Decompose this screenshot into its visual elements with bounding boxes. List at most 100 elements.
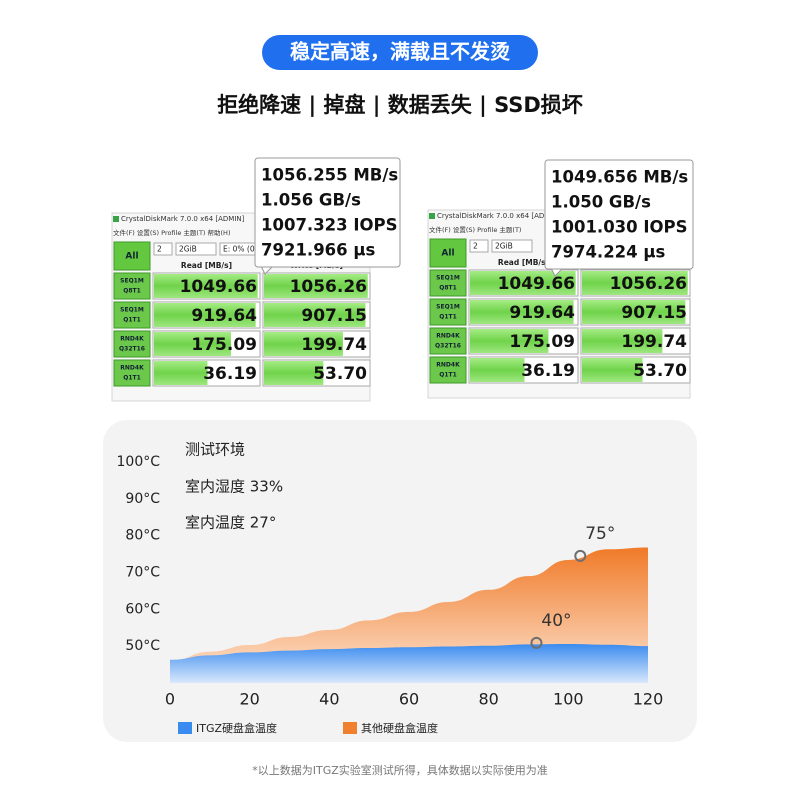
row-label: Q8T1	[123, 288, 141, 295]
row-label: RND4K	[120, 365, 144, 372]
annotation-label: 40°	[541, 611, 571, 631]
cell-value: 53.70	[633, 361, 687, 381]
row-label-bg	[113, 330, 151, 358]
cell-value: 199.74	[621, 332, 687, 352]
cell-bar	[582, 358, 643, 382]
cell-bar	[154, 274, 258, 298]
row-label: Q1T1	[439, 314, 457, 321]
control-value: 2GiB	[179, 245, 197, 254]
cell-value: 907.15	[621, 303, 687, 323]
cell-value: 36.19	[521, 361, 575, 381]
cell-bar	[154, 303, 256, 327]
window-title: CrystalDiskMark 7.0.0 x64 [ADMIN]	[121, 215, 245, 223]
footnote: *以上数据为ITGZ实验室测试所得，具体数据以实际使用为准	[252, 763, 548, 777]
cell-bar	[154, 332, 231, 356]
badge-bg	[262, 35, 538, 70]
y-tick-label: 50°C	[125, 638, 160, 654]
x-tick-label: 120	[633, 690, 664, 709]
control-box	[469, 239, 489, 253]
badge: 稳定高速，满载且不发烫	[290, 40, 511, 64]
cell-bar	[470, 358, 525, 382]
all-button-label: All	[125, 252, 138, 262]
y-tick-label: 90°C	[125, 491, 160, 507]
row-label-bg	[429, 298, 467, 326]
row-label: Q32T16	[435, 343, 461, 350]
row-label: RND4K	[436, 333, 460, 340]
cell-bar	[470, 329, 549, 353]
tooltip-line: 1056.255 MB/s	[261, 166, 398, 185]
x-tick-label: 80	[478, 690, 498, 709]
cell-value: 175.09	[191, 335, 257, 355]
control-box	[491, 239, 533, 253]
all-button-label: All	[441, 249, 454, 259]
row-label-bg	[429, 269, 467, 297]
x-tick-label: 0	[165, 690, 175, 709]
cell-bar	[470, 300, 574, 324]
control-value: 2	[157, 245, 162, 254]
row-label: SEQ1M	[436, 275, 460, 282]
row-label: RND4K	[436, 362, 460, 369]
legend-swatch	[343, 722, 357, 734]
cell-value: 1056.26	[610, 274, 687, 294]
cell-value: 36.19	[203, 364, 257, 384]
benchmark-window: CrystalDiskMark 7.0.0 x64 [ADMIN] 文件(F) 设…	[111, 157, 401, 402]
cell-value: 53.70	[313, 364, 367, 384]
row-label: Q1T1	[123, 317, 141, 324]
control-box	[175, 242, 217, 256]
cell-value: 199.74	[301, 335, 367, 355]
row-label: Q1T1	[123, 375, 141, 382]
app-icon	[113, 216, 119, 222]
x-tick-label: 60	[399, 690, 419, 709]
all-button	[113, 241, 151, 271]
row-label-bg	[113, 359, 151, 387]
app-icon	[429, 213, 435, 219]
tooltip-line: 1007.323 IOPS	[261, 216, 398, 235]
row-label: Q8T1	[439, 285, 457, 292]
annotation-label: 75°	[585, 524, 615, 544]
row-label-bg	[429, 327, 467, 355]
row-label-bg	[113, 272, 151, 300]
all-button	[429, 238, 467, 268]
cell-bar	[582, 271, 688, 295]
x-tick-label: 100	[553, 690, 584, 709]
cell-value: 907.15	[301, 306, 367, 326]
column-header: Read [MB/s]	[498, 258, 549, 267]
environment-title: 测试环境	[185, 441, 245, 459]
row-label-bg	[429, 356, 467, 384]
row-label: Q1T1	[439, 372, 457, 379]
cell-bar	[264, 303, 366, 327]
window-title: CrystalDiskMark 7.0.0 x64 [ADMIN]	[437, 212, 561, 220]
row-label: SEQ1M	[120, 278, 144, 285]
y-tick-label: 60°C	[125, 601, 160, 617]
cell-value: 1049.66	[498, 274, 575, 294]
control-value: E: 0% (0	[223, 245, 255, 254]
cell-value: 1056.26	[290, 277, 367, 297]
cell-bar	[264, 274, 368, 298]
annotation-marker	[574, 549, 587, 562]
cell-bar	[582, 300, 686, 324]
row-label: Q32T16	[119, 346, 145, 353]
tooltip-bg	[544, 159, 694, 270]
cell-bar	[264, 332, 343, 356]
column-header: Read [MB/s]	[181, 261, 232, 270]
x-tick-label: 20	[239, 690, 259, 709]
annotation-marker	[530, 636, 543, 649]
tooltip-line: 1.056 GB/s	[261, 191, 361, 210]
tooltip-line: 7921.966 µs	[261, 241, 376, 260]
legend-swatch	[178, 722, 192, 734]
x-tick-label: 40	[319, 690, 339, 709]
cell-bar	[154, 361, 208, 385]
menu-bar: 文件(F) 设置(S) Profile 主题(T) 帮助(H)	[113, 228, 231, 237]
tooltip-line: 7974.224 µs	[551, 243, 666, 262]
environment-line: 室内温度 27°	[185, 514, 276, 532]
benchmark-window: CrystalDiskMark 7.0.0 x64 [ADMIN] 文件(F) 设…	[427, 159, 694, 399]
control-box	[153, 242, 173, 256]
legend-label: 其他硬盘盒温度	[361, 721, 438, 735]
control-value: 2	[473, 242, 478, 251]
cell-bar	[264, 361, 324, 385]
tooltip-bg	[254, 157, 401, 268]
row-label-bg	[113, 301, 151, 329]
legend-label: ITGZ硬盘盒温度	[196, 721, 277, 735]
y-tick-label: 70°C	[125, 565, 160, 581]
